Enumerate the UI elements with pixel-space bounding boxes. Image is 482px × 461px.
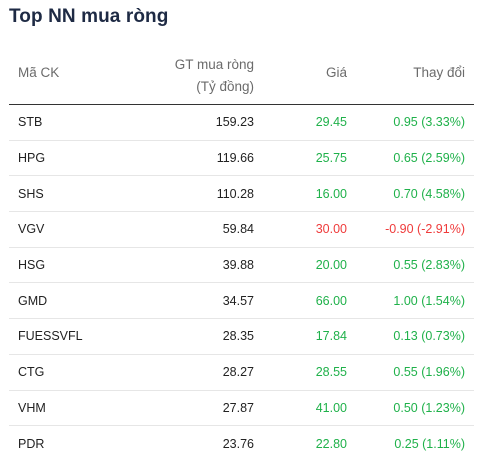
price-change: 0.13 (0.73%) (393, 329, 465, 344)
net-buy-value: 28.35 (222, 329, 254, 344)
price-change: -0.90 (-2.91%) (385, 222, 465, 237)
price-change: 1.00 (1.54%) (393, 293, 465, 308)
column-header-net-buy-value-unit: (Tỷ đồng) (196, 79, 254, 94)
price: 16.00 (315, 186, 347, 201)
table-header: Mã CK GT mua ròng (Tỷ đồng) Giá Thay đổi (9, 52, 474, 105)
stock-code[interactable]: CTG (18, 365, 45, 380)
price-change: 0.55 (2.83%) (393, 258, 465, 273)
stock-code[interactable]: FUESSVFL (18, 329, 83, 344)
table-body: STB 159.23 29.45 0.95 (3.33%) HPG 119.66… (9, 105, 474, 461)
table-row[interactable]: FUESSVFL 28.35 17.84 0.13 (0.73%) (9, 319, 474, 355)
price-change: 0.95 (3.33%) (393, 115, 465, 130)
table-row[interactable]: STB 159.23 29.45 0.95 (3.33%) (9, 105, 474, 141)
price-change: 0.55 (1.96%) (393, 365, 465, 380)
price: 29.45 (315, 115, 347, 130)
net-buy-value: 27.87 (222, 400, 254, 415)
price: 28.55 (315, 365, 347, 380)
price-change: 0.50 (1.23%) (393, 400, 465, 415)
stock-code[interactable]: STB (18, 115, 43, 130)
foreign-net-buy-table: Mã CK GT mua ròng (Tỷ đồng) Giá Thay đổi… (9, 52, 474, 461)
table-row[interactable]: GMD 34.57 66.00 1.00 (1.54%) (9, 283, 474, 320)
net-buy-value: 28.27 (222, 365, 254, 380)
price: 25.75 (315, 151, 347, 166)
stock-code[interactable]: SHS (18, 186, 44, 201)
stock-code[interactable]: PDR (18, 436, 45, 451)
price: 30.00 (315, 222, 347, 237)
price-change: 0.25 (1.11%) (394, 436, 465, 451)
table-row[interactable]: HPG 119.66 25.75 0.65 (2.59%) (9, 141, 474, 177)
column-header-net-buy-value[interactable]: GT mua ròng (Tỷ đồng) (175, 54, 254, 98)
price: 66.00 (315, 293, 347, 308)
column-header-change[interactable]: Thay đổi (413, 65, 465, 80)
net-buy-value: 119.66 (216, 151, 254, 166)
price: 22.80 (315, 436, 347, 451)
stock-code[interactable]: HPG (18, 151, 46, 166)
price: 17.84 (315, 329, 347, 344)
net-buy-value: 39.88 (222, 258, 254, 273)
net-buy-value: 59.84 (222, 222, 254, 237)
net-buy-value: 159.23 (215, 115, 254, 130)
widget-title: Top NN mua ròng (9, 6, 169, 27)
column-header-net-buy-value-line1: GT mua ròng (174, 57, 254, 72)
price-change: 0.70 (4.58%) (393, 186, 465, 201)
table-row[interactable]: VHM 27.87 41.00 0.50 (1.23%) (9, 391, 474, 427)
stock-code[interactable]: GMD (18, 293, 48, 308)
table-row[interactable]: SHS 110.28 16.00 0.70 (4.58%) (9, 176, 474, 213)
net-buy-value: 34.57 (222, 293, 254, 308)
stock-code[interactable]: VGV (18, 222, 45, 237)
table-row[interactable]: VGV 59.84 30.00 -0.90 (-2.91%) (9, 212, 474, 248)
price: 20.00 (315, 258, 347, 273)
net-buy-value: 23.76 (222, 436, 254, 451)
column-header-price[interactable]: Giá (325, 65, 347, 80)
column-header-code[interactable]: Mã CK (18, 65, 60, 80)
price-change: 0.65 (2.59%) (393, 151, 465, 166)
net-buy-value: 110.28 (216, 186, 254, 201)
table-row[interactable]: PDR 23.76 22.80 0.25 (1.11%) (9, 426, 474, 461)
stock-code[interactable]: VHM (18, 400, 46, 415)
table-row[interactable]: HSG 39.88 20.00 0.55 (2.83%) (9, 248, 474, 284)
stock-code[interactable]: HSG (18, 258, 46, 273)
table-row[interactable]: CTG 28.27 28.55 0.55 (1.96%) (9, 355, 474, 391)
price: 41.00 (315, 400, 347, 415)
